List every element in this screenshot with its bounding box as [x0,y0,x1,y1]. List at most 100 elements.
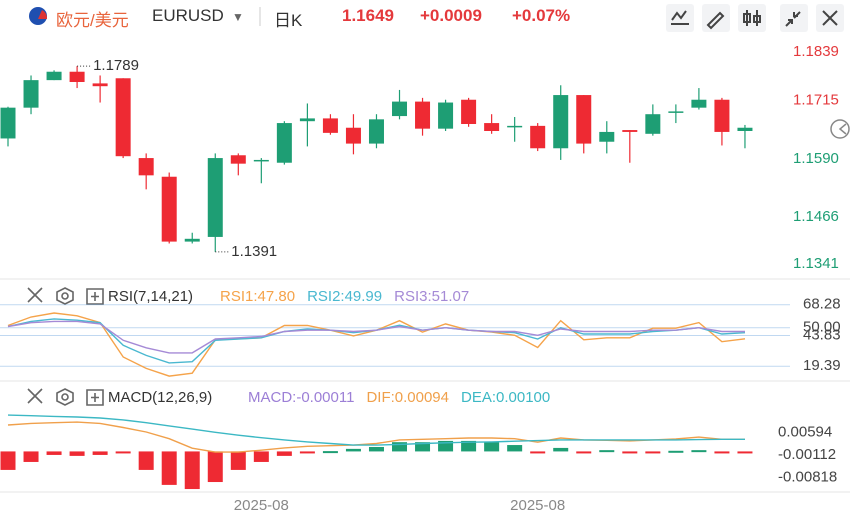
pair-name: 欧元/美元 [56,11,129,30]
candle-body [138,158,154,176]
legend-entry: RSI3:51.07 [394,288,469,305]
histogram-bar [161,451,177,485]
price: 1.1649 [342,6,394,25]
x-tick-label: 2025-08 [234,497,289,514]
histogram-bar [115,451,131,454]
candle-body [322,118,338,133]
histogram-bar [714,451,730,454]
histogram-bar [645,451,661,454]
y-tick-label: 1.1715 [793,92,839,109]
y-tick-label: 19.39 [803,357,841,374]
histogram-bar [138,451,154,470]
histogram-bar [461,440,477,452]
candle-body [737,127,753,131]
add-icon[interactable] [86,288,104,406]
period[interactable]: 日K [274,11,303,30]
histogram-bar [737,451,753,454]
histogram-bar [530,451,546,454]
candle-body [276,123,292,163]
candle-body [207,158,223,237]
histogram-bar [23,451,39,462]
header: 欧元/美元 EURUSD ▼ 日K 1.1649 +0.0009 +0.07% [0,0,850,34]
histogram-bar [507,445,523,452]
symbol[interactable]: EURUSD [152,6,224,25]
candle-body [576,95,592,144]
y-tick-label: 68.28 [803,296,841,313]
icon [743,10,761,26]
candle-body [230,155,246,164]
candle-body [0,107,16,139]
legend-entry: DEA:0.00100 [461,389,550,406]
panel-title: RSI(7,14,21) [108,288,193,305]
histogram-bar [46,451,62,455]
indicator-line [7,318,746,364]
change-pct: +0.07% [512,6,571,25]
y-tick-label: 1.1341 [793,255,839,272]
x-tick-label: 2025-08 [510,497,565,514]
candle-body [184,238,200,242]
histogram-bar [553,447,569,452]
candle-body [553,95,569,149]
icon [706,11,725,30]
histogram-bar [322,451,338,454]
histogram-bar [184,451,200,490]
panel-title: MACD(12,26,9) [108,389,212,406]
indicator-line [7,320,745,354]
candle-body [484,123,500,131]
y-tick-label: 1.1590 [793,150,839,167]
scroll-button[interactable] [830,119,850,139]
y-tick-label: 1.1839 [793,43,839,60]
legend-entry: MACD:-0.00011 [248,389,354,406]
histogram-bar [599,450,615,453]
candle-body [161,176,177,242]
candle-body [622,130,638,132]
candle-body [253,159,269,162]
settings-icon[interactable] [56,287,74,406]
histogram-bar [484,442,500,452]
low-label: 1.1391 [231,243,277,260]
histogram-bar [253,451,269,462]
candle-body [461,99,477,124]
histogram-bar [438,440,454,452]
histogram-bar [69,451,85,456]
y-tick-label: -0.00818 [778,468,837,485]
legend-entry: RSI2:49.99 [307,288,382,305]
close-icon[interactable] [27,287,43,404]
candle-body [368,119,384,144]
panel-tools [27,287,104,406]
histogram-bar [207,451,223,483]
histogram-bar [668,450,684,453]
candle-body [645,114,661,134]
indicator-line [7,414,745,446]
icon [785,11,801,27]
candle-body [530,125,546,149]
histogram-bar [392,442,408,452]
y-tick-label: 1.1466 [793,208,839,225]
y-tick-label: 43.83 [803,326,841,343]
histogram-bar [230,451,246,470]
settings-icon [61,393,69,401]
histogram-bar [276,451,292,456]
icon [822,10,838,26]
flag-icon [38,10,48,19]
histogram-bar [622,451,638,454]
button[interactable] [738,4,766,32]
candle-body [599,131,615,142]
legend-entry: RSI1:47.80 [220,288,295,305]
candle-body [392,101,408,117]
candle-body [23,80,39,108]
icon [671,10,689,25]
candle-body [438,102,454,129]
histogram-bar [691,450,707,453]
toolbar [666,4,850,139]
change: +0.0009 [420,6,482,25]
histogram-bar [92,451,108,455]
high-label: 1.1789 [93,57,139,74]
y-tick-label: 50.00 [803,319,841,336]
settings-icon [61,292,69,300]
histogram-bar [0,451,16,470]
dropdown-icon[interactable]: ▼ [232,10,244,24]
histogram-bar [345,448,361,452]
